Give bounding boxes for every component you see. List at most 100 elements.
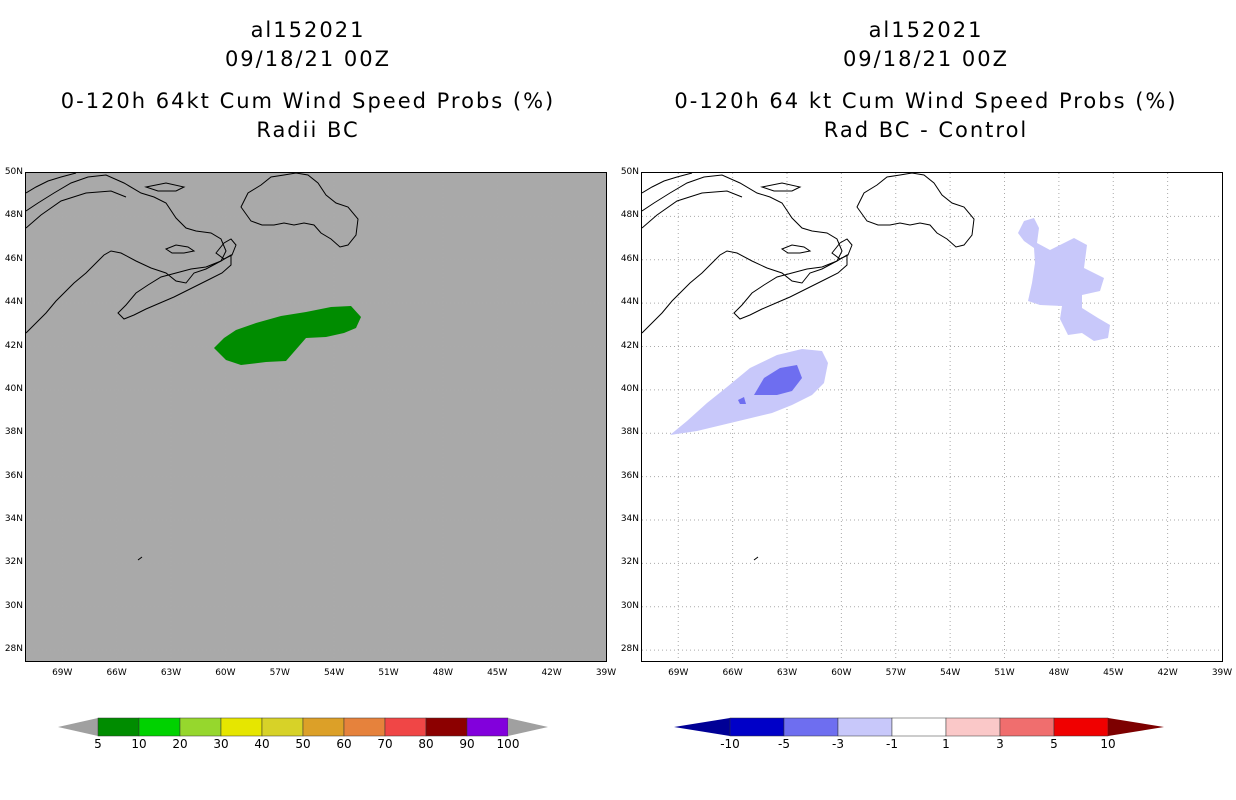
right-coastlines <box>642 173 975 561</box>
lat-tick-label: 28N <box>620 644 639 655</box>
colorbar-box <box>220 717 263 737</box>
colorbar-label: 10 <box>131 737 147 751</box>
colorbar-under-triangle <box>674 718 730 736</box>
colorbar-label: 90 <box>459 737 475 751</box>
right-diff-contour-neg3-neg1-northeast <box>1018 218 1110 341</box>
lon-tick-label: 57W <box>269 668 290 678</box>
coastline-segment <box>760 182 802 192</box>
left-title-product: 0-120h 64kt Cum Wind Speed Probs (%) <box>60 89 556 113</box>
colorbar-box <box>179 717 222 737</box>
coastline-segment <box>642 173 693 194</box>
lat-tick-label: 38N <box>4 427 23 438</box>
lat-tick-label: 46N <box>4 253 23 264</box>
lat-tick-label: 32N <box>4 557 23 568</box>
right-diff-contour-neg5-neg3-small <box>738 397 746 404</box>
lon-tick-label: 42W <box>1157 668 1178 678</box>
right-title-storm-id: al152021 <box>868 18 984 42</box>
lat-tick-label: 28N <box>4 644 23 655</box>
lon-tick-label: 48W <box>1048 668 1070 678</box>
coastline-segment <box>733 254 848 320</box>
colorbar-box <box>891 717 947 737</box>
left-colorbar <box>58 717 548 737</box>
right-panel-title: al152021 09/18/21 00Z 0-120h 64 kt Cum W… <box>626 16 1226 145</box>
colorbar-box <box>138 717 181 737</box>
left-coastlines <box>26 173 359 561</box>
lat-tick-label: 34N <box>620 514 639 525</box>
colorbar-label: 50 <box>295 737 311 751</box>
lon-tick-label: 63W <box>776 668 798 678</box>
colorbar-label: 100 <box>496 737 520 751</box>
lat-tick-label: 46N <box>620 253 639 264</box>
right-title-product: 0-120h 64 kt Cum Wind Speed Probs (%) <box>674 89 1178 113</box>
coastline-segment <box>164 244 196 254</box>
colorbar-box <box>97 717 140 737</box>
lon-tick-label: 60W <box>215 668 236 678</box>
lon-tick-label: 42W <box>541 668 562 678</box>
colorbar-over-triangle <box>1108 718 1164 736</box>
colorbar-box <box>466 717 509 737</box>
lon-tick-label: 63W <box>160 668 182 678</box>
lat-tick-label: 38N <box>620 427 639 438</box>
coastline-segment <box>26 190 127 229</box>
colorbar-box <box>425 717 468 737</box>
left-title-date: 09/18/21 00Z <box>224 47 392 71</box>
lon-tick-label: 60W <box>831 668 852 678</box>
lat-tick-label: 50N <box>620 167 639 177</box>
lat-tick-label: 30N <box>4 600 23 611</box>
lat-tick-label: 36N <box>620 470 639 481</box>
lon-tick-label: 45W <box>487 668 508 678</box>
lon-tick-label: 66W <box>722 668 743 678</box>
lon-tick-label: 51W <box>994 668 1015 678</box>
colorbar-box <box>1053 717 1109 737</box>
coastline-segment <box>753 556 759 561</box>
lat-tick-label: 40N <box>4 383 23 394</box>
right-diff-contour-neg3-neg1-west <box>670 349 828 435</box>
lon-tick-label: 69W <box>668 668 689 678</box>
lon-tick-label: 39W <box>1211 668 1233 678</box>
lat-tick-label: 48N <box>4 210 23 221</box>
lat-tick-label: 48N <box>620 210 639 221</box>
coastline-segment <box>26 173 77 194</box>
lat-tick-label: 36N <box>4 470 23 481</box>
coastline-segment <box>215 238 237 260</box>
coastline-segment <box>831 238 853 260</box>
colorbar-label: -3 <box>832 737 844 751</box>
lat-tick-label: 32N <box>620 557 639 568</box>
colorbar-label: 3 <box>996 737 1004 751</box>
lon-tick-label: 66W <box>106 668 127 678</box>
lon-tick-label: 39W <box>595 668 617 678</box>
coastline-segment <box>137 556 143 561</box>
colorbar-box <box>999 717 1055 737</box>
colorbar-label: 5 <box>1050 737 1058 751</box>
coastline-segment <box>240 173 359 248</box>
colorbar-box <box>261 717 304 737</box>
left-title-subtitle: Radii BC <box>256 118 360 142</box>
colorbar-box <box>384 717 427 737</box>
colorbar-label: 5 <box>94 737 102 751</box>
colorbar-box <box>302 717 345 737</box>
colorbar-label: 30 <box>213 737 229 751</box>
coastline-segment <box>26 174 227 334</box>
lon-tick-label: 54W <box>939 668 961 678</box>
colorbar-under-triangle <box>58 718 98 736</box>
lat-tick-label: 50N <box>4 167 23 177</box>
lat-tick-label: 30N <box>620 600 639 611</box>
colorbar-label: 60 <box>336 737 352 751</box>
colorbar-label: -10 <box>720 737 740 751</box>
coastline-segment <box>856 173 975 248</box>
lon-tick-label: 57W <box>885 668 906 678</box>
colorbar-label: 70 <box>377 737 393 751</box>
left-prob-contour-5-10 <box>214 306 361 365</box>
lon-tick-label: 69W <box>52 668 73 678</box>
lat-tick-label: 42N <box>4 340 23 351</box>
colorbar-label: 20 <box>172 737 188 751</box>
right-map-panel <box>641 172 1223 662</box>
lon-tick-label: 51W <box>378 668 399 678</box>
colorbar-label: -1 <box>886 737 898 751</box>
lon-tick-label: 48W <box>432 668 454 678</box>
colorbar-label: 10 <box>1100 737 1116 751</box>
left-title-storm-id: al152021 <box>250 18 366 42</box>
right-title-date: 09/18/21 00Z <box>842 47 1010 71</box>
left-panel-title: al152021 09/18/21 00Z 0-120h 64kt Cum Wi… <box>8 16 608 145</box>
colorbar-box <box>783 717 839 737</box>
